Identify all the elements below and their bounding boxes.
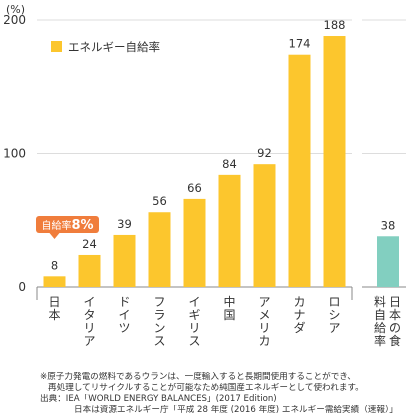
y-unit-label: (%) — [6, 3, 25, 16]
category-char: イ — [83, 295, 95, 309]
category-char: ン — [153, 321, 165, 335]
category-char: リ — [188, 321, 200, 335]
value-label-4: 66 — [187, 181, 202, 195]
value-label-extra: 38 — [381, 218, 396, 232]
category-char: イ — [118, 308, 130, 322]
category-label-7: カナダ — [293, 295, 305, 335]
legend-label: エネルギー自給率 — [68, 40, 160, 54]
chart: (%) 0 100 200 エネルギー自給率 8 24 39 56 66 84 92 174 188… — [3, 3, 406, 348]
category-char: ド — [118, 295, 130, 309]
category-char: リ — [83, 321, 95, 335]
category-char: メ — [258, 308, 270, 322]
category-char: カ — [293, 295, 305, 309]
category-char: ア — [258, 295, 270, 309]
value-label-0: 8 — [51, 258, 58, 272]
bar-2 — [113, 234, 136, 287]
y-tick-label: 200 — [3, 13, 26, 27]
bar-6 — [253, 164, 276, 287]
category-char: ダ — [293, 320, 305, 335]
note-japan-source: 日本は資源エネルギー庁「平成 28 年度 (2016 年度) エネルギー需給実績… — [74, 405, 398, 415]
bar-7 — [288, 54, 311, 288]
category-char: の — [389, 321, 401, 335]
category-char: 本 — [389, 308, 401, 322]
category-char: フ — [153, 295, 165, 309]
category-char: イ — [188, 295, 200, 309]
category-char: 日 — [48, 295, 60, 309]
category-label-0: 日本 — [48, 295, 60, 322]
category-char: 食 — [389, 333, 401, 348]
category-char: 国 — [223, 308, 235, 322]
legend-swatch — [51, 41, 62, 52]
value-label-7: 174 — [289, 37, 311, 51]
category-char: 自 — [374, 308, 386, 322]
category-char: 料 — [374, 295, 386, 309]
y-axis-ticks: 0 100 200 — [3, 13, 26, 294]
category-char: ロ — [328, 295, 340, 309]
value-label-2: 39 — [117, 217, 132, 231]
category-char: シ — [328, 308, 340, 322]
note-line-2: 再処理してリサイクルすることが可能なため純国産エネルギーとして使われます。 — [48, 383, 364, 393]
callout-box — [36, 216, 99, 233]
category-char: タ — [83, 308, 95, 322]
category-char: ナ — [293, 308, 305, 322]
bar-5 — [218, 174, 241, 287]
bars — [43, 36, 399, 288]
bar-4 — [183, 198, 206, 287]
category-char: 率 — [374, 333, 386, 348]
y-tick-label: 100 — [3, 147, 26, 161]
bar-0 — [43, 276, 66, 287]
notes: ※原子力発電の燃料であるウランは、一度輸入すると長期間使用することができ、 再処… — [40, 372, 402, 416]
value-label-5: 84 — [222, 157, 237, 171]
category-char: ツ — [118, 321, 130, 335]
value-labels: 8 24 39 56 66 84 92 174 188 38 — [51, 18, 395, 272]
category-char: 給 — [374, 321, 386, 335]
value-label-8: 188 — [324, 18, 346, 32]
value-label-1: 24 — [82, 237, 97, 251]
value-label-3: 56 — [152, 194, 167, 208]
category-char: 中 — [223, 294, 235, 309]
callout-text: 自給率8% — [41, 218, 93, 233]
bar-8 — [323, 36, 346, 287]
category-char: 日 — [389, 295, 401, 309]
note-source: 出典：IEA「WORLD ENERGY BALANCES」(2017 Editi… — [40, 394, 277, 404]
bar-extra — [377, 236, 399, 287]
bar-1 — [78, 254, 101, 287]
legend: エネルギー自給率 — [51, 40, 160, 54]
category-char: ギ — [188, 308, 200, 322]
category-char: リ — [258, 321, 270, 335]
y-tick-label: 0 — [18, 280, 26, 294]
category-char: ス — [188, 334, 200, 348]
category-label-8: ロシア — [328, 295, 340, 335]
callout-pointer — [49, 233, 60, 239]
category-char: カ — [258, 334, 270, 348]
category-char: ア — [328, 321, 340, 335]
note-line-1: ※原子力発電の燃料であるウランは、一度輸入すると長期間使用することができ、 — [40, 372, 356, 382]
category-label-2: ドイツ — [118, 295, 130, 335]
callout: 自給率8% — [36, 216, 99, 239]
category-char: ス — [153, 334, 165, 348]
category-char: ラ — [153, 308, 165, 322]
value-label-6: 92 — [257, 146, 272, 160]
category-label-5: 中国 — [223, 294, 235, 322]
bar-3 — [148, 212, 171, 287]
category-char: 本 — [48, 308, 60, 322]
category-char: ア — [83, 334, 95, 348]
